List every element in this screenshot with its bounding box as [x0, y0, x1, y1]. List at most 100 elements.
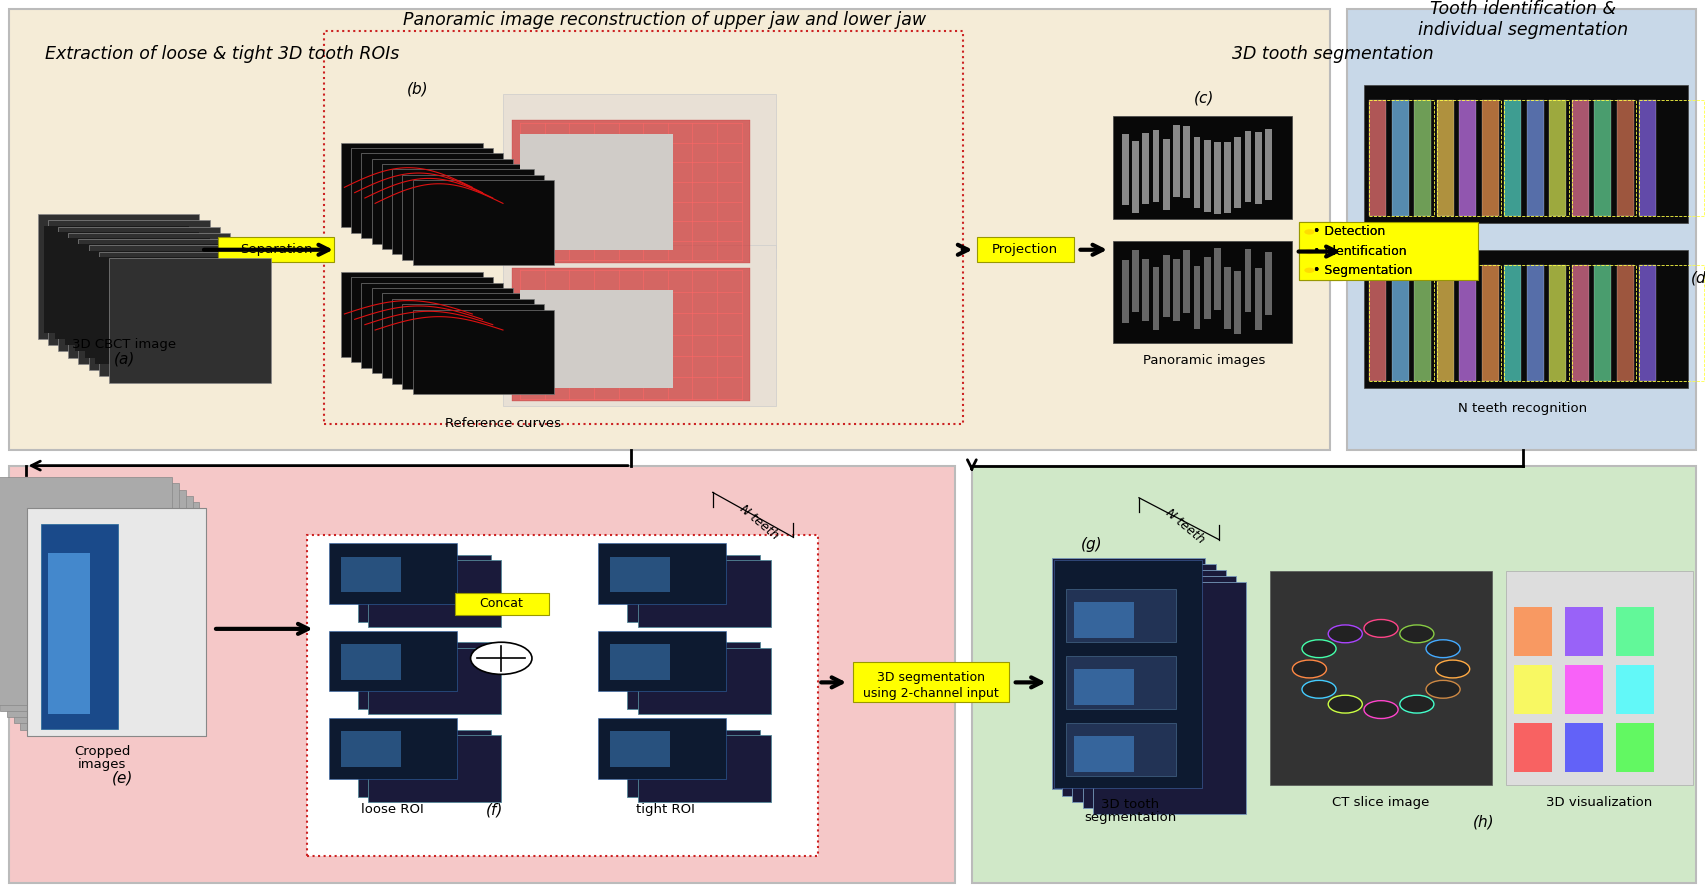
FancyBboxPatch shape	[1214, 127, 1221, 198]
Text: (c): (c)	[1194, 91, 1214, 105]
FancyBboxPatch shape	[1514, 723, 1552, 772]
Text: • Detection: • Detection	[1313, 226, 1384, 238]
Text: Separation: Separation	[240, 244, 312, 256]
FancyBboxPatch shape	[1245, 267, 1251, 329]
FancyBboxPatch shape	[1565, 607, 1603, 656]
FancyBboxPatch shape	[597, 626, 730, 693]
FancyBboxPatch shape	[338, 632, 471, 698]
Text: tight ROI: tight ROI	[636, 804, 694, 816]
FancyBboxPatch shape	[85, 251, 230, 358]
FancyBboxPatch shape	[1113, 241, 1292, 343]
FancyBboxPatch shape	[1514, 665, 1552, 714]
FancyBboxPatch shape	[368, 648, 501, 714]
Circle shape	[1304, 249, 1315, 254]
FancyBboxPatch shape	[382, 293, 523, 378]
FancyBboxPatch shape	[1437, 100, 1454, 216]
FancyBboxPatch shape	[9, 9, 1330, 450]
FancyBboxPatch shape	[1565, 665, 1603, 714]
FancyBboxPatch shape	[218, 237, 334, 262]
FancyBboxPatch shape	[1093, 582, 1246, 814]
FancyBboxPatch shape	[1369, 265, 1386, 381]
FancyBboxPatch shape	[1204, 259, 1211, 321]
FancyBboxPatch shape	[512, 120, 750, 263]
FancyBboxPatch shape	[1594, 265, 1611, 381]
FancyBboxPatch shape	[1153, 139, 1159, 211]
Text: images: images	[78, 758, 126, 771]
Circle shape	[1292, 660, 1326, 678]
FancyBboxPatch shape	[1255, 264, 1262, 326]
FancyBboxPatch shape	[1482, 265, 1499, 381]
FancyBboxPatch shape	[1572, 265, 1589, 381]
Circle shape	[1436, 660, 1470, 678]
FancyBboxPatch shape	[1413, 265, 1430, 381]
FancyBboxPatch shape	[1616, 265, 1633, 381]
FancyBboxPatch shape	[1234, 137, 1241, 209]
Text: 3D tooth: 3D tooth	[1101, 798, 1159, 811]
Text: (d): (d)	[1691, 271, 1705, 285]
Circle shape	[1364, 619, 1398, 637]
Text: • Detection: • Detection	[1313, 226, 1384, 238]
FancyBboxPatch shape	[503, 245, 776, 406]
FancyBboxPatch shape	[338, 544, 471, 611]
FancyBboxPatch shape	[14, 496, 193, 723]
FancyBboxPatch shape	[392, 299, 534, 384]
FancyBboxPatch shape	[1265, 262, 1272, 325]
FancyBboxPatch shape	[329, 718, 457, 779]
FancyBboxPatch shape	[1113, 116, 1292, 219]
FancyBboxPatch shape	[1347, 9, 1696, 450]
FancyBboxPatch shape	[617, 724, 750, 791]
FancyBboxPatch shape	[327, 626, 460, 693]
FancyBboxPatch shape	[348, 724, 481, 791]
FancyBboxPatch shape	[598, 718, 726, 779]
FancyBboxPatch shape	[402, 175, 544, 260]
FancyBboxPatch shape	[1616, 723, 1654, 772]
Text: Tooth identification &
individual segmentation: Tooth identification & individual segmen…	[1417, 0, 1628, 39]
FancyBboxPatch shape	[638, 735, 771, 802]
Circle shape	[1400, 695, 1434, 713]
Text: • Segmentation: • Segmentation	[1313, 264, 1412, 277]
FancyBboxPatch shape	[1072, 570, 1226, 802]
FancyBboxPatch shape	[9, 466, 955, 883]
FancyBboxPatch shape	[341, 272, 483, 357]
Text: N teeth: N teeth	[1163, 507, 1207, 546]
FancyBboxPatch shape	[1526, 265, 1543, 381]
FancyBboxPatch shape	[1153, 268, 1159, 330]
FancyBboxPatch shape	[55, 232, 199, 339]
Text: (f): (f)	[486, 803, 503, 817]
FancyBboxPatch shape	[1224, 257, 1231, 319]
FancyBboxPatch shape	[372, 159, 513, 244]
FancyBboxPatch shape	[1369, 100, 1386, 216]
FancyBboxPatch shape	[1639, 265, 1656, 381]
FancyBboxPatch shape	[1504, 100, 1521, 216]
FancyBboxPatch shape	[852, 662, 1009, 702]
Circle shape	[1303, 681, 1337, 698]
FancyBboxPatch shape	[1183, 259, 1190, 321]
FancyBboxPatch shape	[638, 648, 771, 714]
FancyBboxPatch shape	[358, 642, 491, 709]
FancyBboxPatch shape	[48, 220, 210, 345]
FancyBboxPatch shape	[1122, 140, 1129, 211]
FancyBboxPatch shape	[1459, 265, 1477, 381]
Text: Extraction of loose & tight 3D tooth ROIs: Extraction of loose & tight 3D tooth ROI…	[44, 45, 399, 62]
FancyBboxPatch shape	[1299, 222, 1478, 280]
FancyBboxPatch shape	[1514, 607, 1552, 656]
Circle shape	[1425, 640, 1459, 657]
FancyBboxPatch shape	[1639, 100, 1656, 216]
FancyBboxPatch shape	[341, 143, 483, 227]
FancyBboxPatch shape	[1594, 100, 1611, 216]
Text: (a): (a)	[114, 351, 135, 366]
FancyBboxPatch shape	[361, 153, 503, 238]
FancyBboxPatch shape	[1234, 271, 1241, 334]
FancyBboxPatch shape	[1074, 669, 1134, 705]
FancyBboxPatch shape	[1173, 248, 1180, 310]
FancyBboxPatch shape	[607, 719, 740, 786]
FancyBboxPatch shape	[1255, 132, 1262, 203]
FancyBboxPatch shape	[1413, 100, 1430, 216]
FancyBboxPatch shape	[307, 535, 818, 856]
Text: using 2-channel input: using 2-channel input	[863, 688, 999, 700]
FancyBboxPatch shape	[1066, 589, 1176, 642]
FancyBboxPatch shape	[610, 644, 670, 680]
FancyBboxPatch shape	[1482, 100, 1499, 216]
FancyBboxPatch shape	[41, 524, 118, 729]
FancyBboxPatch shape	[1132, 141, 1139, 212]
